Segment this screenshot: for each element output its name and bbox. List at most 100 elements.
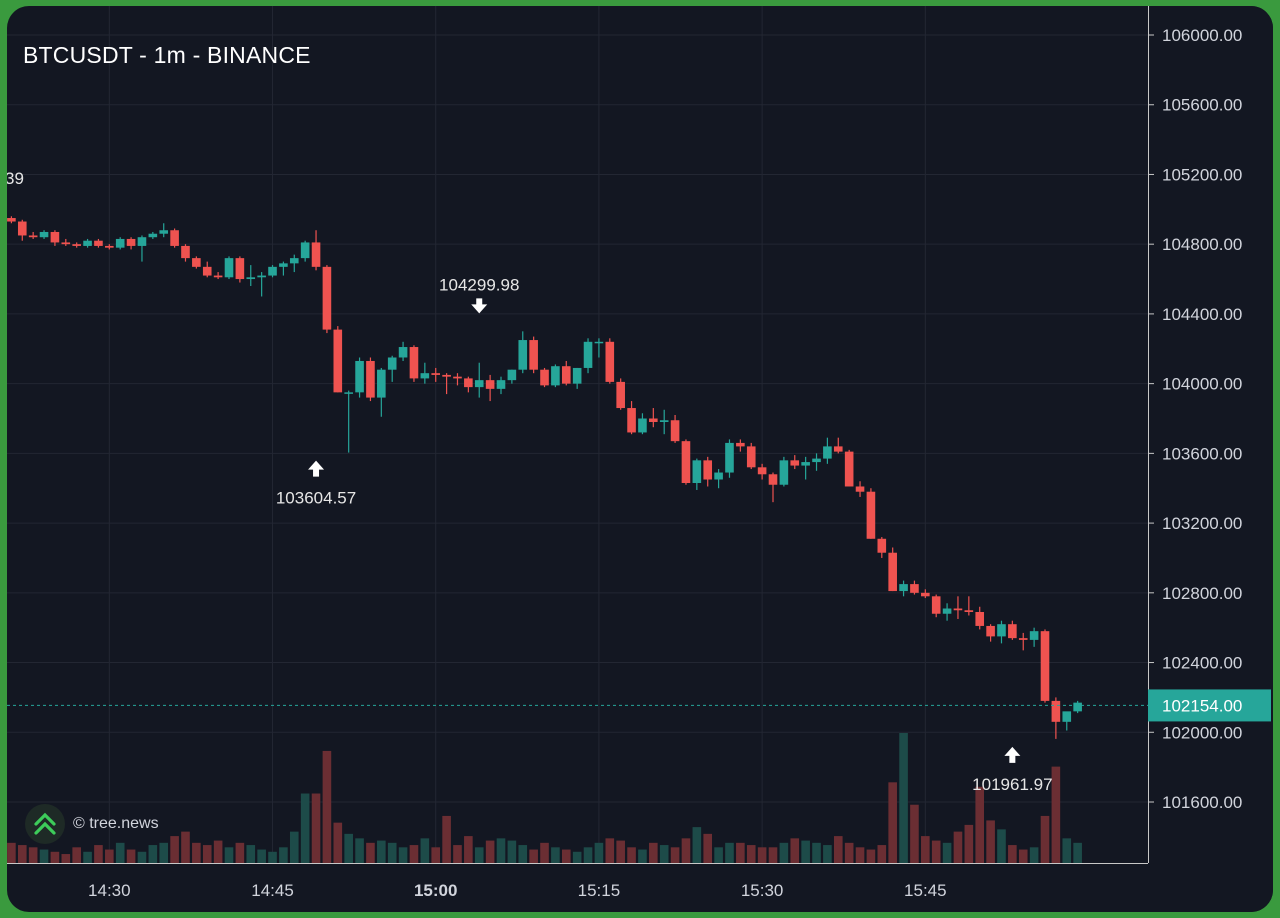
candle-body[interactable] [997,624,1006,637]
candle-body[interactable] [953,608,963,611]
candle-body[interactable] [931,596,941,614]
chart-canvas[interactable]: 104299.98 103604.57 101961.97 39 106000.00 10… [7,6,1273,912]
candle-body[interactable] [638,418,647,433]
candle-body[interactable] [649,418,658,422]
candle-body[interactable] [257,275,266,278]
candle-body[interactable] [866,491,876,539]
candle-body[interactable] [790,460,800,466]
candle-body[interactable] [605,341,615,382]
candle-body[interactable] [496,380,506,389]
candle-body[interactable] [83,240,92,246]
candle-body[interactable] [975,611,985,626]
candle-body[interactable] [877,538,887,553]
candle-body[interactable] [442,374,451,377]
candle-body[interactable] [801,462,810,466]
candle-body[interactable] [137,237,147,246]
candle-body[interactable] [159,230,169,234]
candle-body[interactable] [910,584,919,593]
candle-body[interactable] [366,360,375,398]
candle-body[interactable] [126,238,136,246]
candle-body[interactable] [431,373,441,375]
candle-body[interactable] [779,460,789,485]
candle-body[interactable] [453,376,462,379]
candle-body[interactable] [355,360,364,393]
candle-body[interactable] [224,258,234,278]
candle-body[interactable] [670,420,680,442]
candle-body[interactable] [300,242,310,259]
candle-body[interactable] [279,263,288,267]
candle-body[interactable] [833,446,843,452]
candle-body[interactable] [518,340,528,370]
candle-body[interactable] [757,467,767,475]
candle-body[interactable] [942,608,952,614]
candle-body[interactable] [540,369,549,386]
candle-body[interactable] [115,238,125,248]
candle-body[interactable] [844,451,854,487]
candle-body[interactable] [213,275,223,278]
candle-body[interactable] [72,244,81,246]
candle-body[interactable] [289,258,299,264]
candle-body[interactable] [28,235,38,238]
candle-body[interactable] [888,552,897,592]
candle-body[interactable] [627,408,636,433]
candle-body[interactable] [268,266,277,276]
candle-body[interactable] [7,218,16,222]
candle-body[interactable] [746,446,756,468]
candle-body[interactable] [148,233,158,238]
candle-body[interactable] [1008,624,1017,639]
candle-body[interactable] [105,245,114,248]
candle-body[interactable] [377,369,386,398]
candle-body[interactable] [855,486,865,492]
candle-body[interactable] [736,442,745,447]
candle-body[interactable] [964,610,974,612]
candle-body[interactable] [50,231,60,243]
candle-body[interactable] [202,266,212,276]
candle-body[interactable] [61,242,71,245]
candle-body[interactable] [485,380,495,389]
candle-body[interactable] [246,277,256,280]
candle-body[interactable] [333,329,343,393]
candle-body[interactable] [192,258,201,267]
candle-body[interactable] [681,441,691,483]
candle-body[interactable] [714,472,723,480]
candle-body[interactable] [692,460,702,483]
candle-body[interactable] [703,460,713,480]
candle-body[interactable] [398,347,408,358]
candle-body[interactable] [17,221,27,236]
candle-body[interactable] [409,347,419,379]
candle-body[interactable] [1040,631,1050,701]
candle-body[interactable] [1018,638,1028,640]
candle-body[interactable] [170,230,179,246]
candle-body[interactable] [594,341,604,344]
candle-body[interactable] [572,367,582,384]
candle-body[interactable] [986,625,995,637]
candle-body[interactable] [921,592,930,597]
candle-body[interactable] [768,474,778,485]
candle-body[interactable] [311,242,321,267]
candle-body[interactable] [322,266,332,330]
candle-body[interactable] [899,584,908,592]
candle-body[interactable] [583,341,593,368]
candle-body[interactable] [94,240,103,246]
candle-body[interactable] [39,231,49,238]
candle-body[interactable] [1029,631,1039,640]
candle-body[interactable] [235,258,245,280]
candle-body[interactable] [474,380,484,388]
candle-body[interactable] [507,369,517,381]
candle-body[interactable] [420,373,430,379]
candle-body[interactable] [616,381,625,409]
candle-body[interactable] [659,420,669,422]
candle-body[interactable] [823,446,832,459]
candle-body[interactable] [561,366,571,384]
candle-body[interactable] [1062,711,1072,722]
candle-body[interactable] [344,392,353,394]
candle-body[interactable] [551,366,560,386]
candle-body[interactable] [812,458,821,463]
candle-body[interactable] [725,442,734,473]
candle-body[interactable] [464,378,473,388]
candle-body[interactable] [181,245,190,259]
candle-body[interactable] [1051,700,1061,722]
candle-body[interactable] [529,340,538,370]
candle-body[interactable] [1073,702,1082,712]
candle-body[interactable] [387,357,397,370]
